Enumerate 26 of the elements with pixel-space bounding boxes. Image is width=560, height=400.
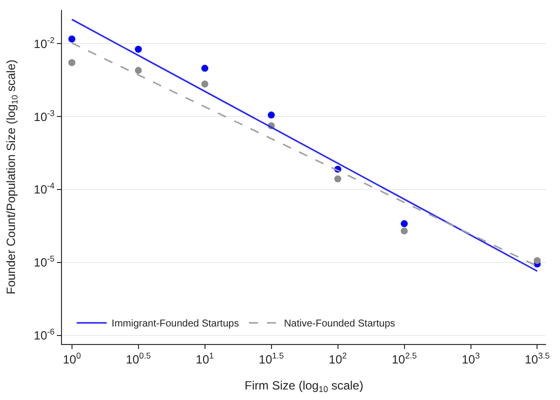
x-tick-label: 10$^{0.5}$ bbox=[126, 350, 152, 366]
y-tick-label: 10$^{-5}$ bbox=[34, 254, 55, 270]
point bbox=[201, 64, 208, 72]
y-tick-label: 10$^{-6}$ bbox=[34, 326, 55, 343]
x-tick-label: 10$^{2}$ bbox=[328, 350, 348, 366]
point bbox=[268, 112, 275, 119]
legend-label: Native-Founded Startups bbox=[284, 318, 396, 330]
x-tick-label: 10$^{2.5}$ bbox=[392, 350, 418, 366]
y-tick-label: 10$^{-2}$ bbox=[34, 34, 55, 51]
point bbox=[68, 59, 76, 66]
x-tick-label: 10$^{0}$ bbox=[62, 350, 82, 366]
point bbox=[400, 220, 408, 228]
x-tick-label: 10$^{1}$ bbox=[196, 350, 214, 366]
point bbox=[134, 46, 142, 53]
point bbox=[400, 227, 408, 234]
x-tick-label: 10$^{3}$ bbox=[462, 350, 480, 366]
y-tick-label: 10$^{-4}$ bbox=[34, 180, 55, 197]
point bbox=[334, 175, 342, 182]
point bbox=[68, 36, 76, 43]
x-axis-title: Firm Size (log$_{10}$ scale) bbox=[244, 378, 364, 394]
point bbox=[134, 66, 142, 74]
legend-label: Immigrant-Founded Startups bbox=[112, 318, 239, 330]
x-tick-label: 10$^{1.5}$ bbox=[258, 350, 284, 366]
y-tick-label: 10$^{-3}$ bbox=[34, 108, 55, 124]
x-tick-label: 10$^{3.5}$ bbox=[524, 350, 550, 366]
point bbox=[201, 80, 208, 88]
